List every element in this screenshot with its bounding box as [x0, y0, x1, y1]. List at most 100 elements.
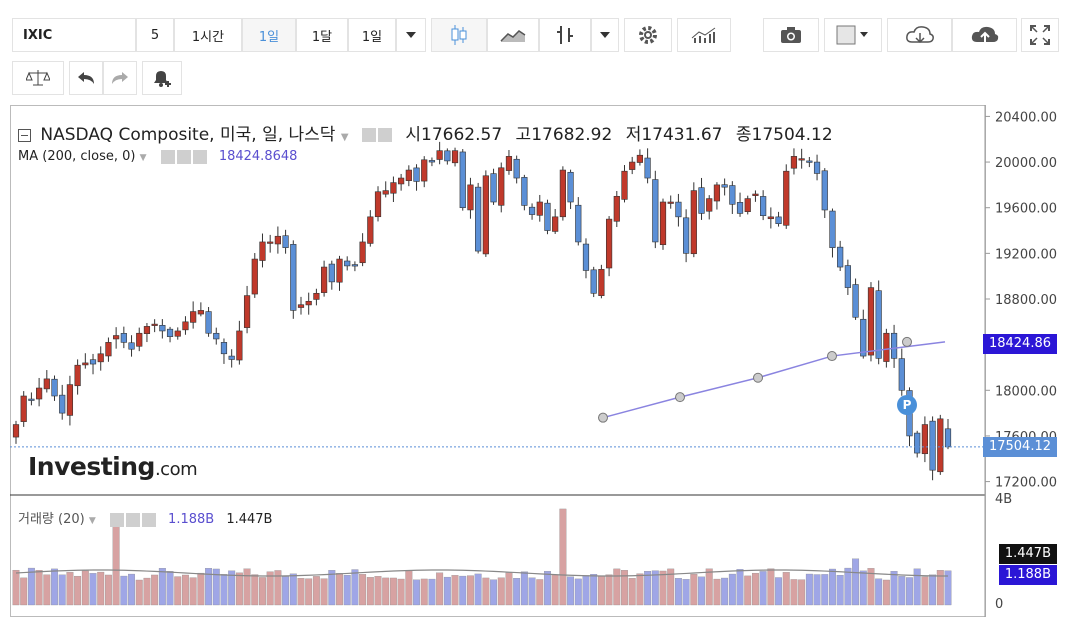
- volume-bar: [659, 570, 667, 606]
- chart-type-dropdown-button[interactable]: [591, 18, 619, 52]
- candle-body: [613, 195, 620, 222]
- volume-bar: [266, 571, 274, 606]
- area-chart-button[interactable]: [487, 18, 539, 52]
- interval-1h-button[interactable]: 1시간: [174, 18, 242, 52]
- collapse-icon[interactable]: [18, 128, 31, 142]
- candle-body: [359, 241, 366, 264]
- volume-visibility-icon[interactable]: [109, 512, 124, 527]
- undo-button[interactable]: [69, 61, 103, 95]
- volume-bar: [898, 576, 906, 606]
- candle-body: [744, 198, 751, 212]
- color-picker-button[interactable]: [824, 18, 882, 52]
- volume-bar: [829, 568, 836, 606]
- indicators-button[interactable]: [677, 18, 731, 52]
- screenshot-button[interactable]: [763, 18, 819, 52]
- low-label: 저: [625, 125, 642, 145]
- interval-5-button[interactable]: 5: [136, 18, 174, 52]
- candle-body: [97, 353, 104, 363]
- volume-settings-icon[interactable]: [125, 512, 140, 527]
- candle-body: [20, 395, 27, 422]
- interval-1d-button[interactable]: 1일: [242, 18, 296, 52]
- range-select[interactable]: 1일: [348, 18, 396, 52]
- candle-body: [12, 424, 20, 438]
- volume-bar: [559, 508, 567, 606]
- volume-bar: [936, 570, 944, 606]
- volume-bar: [906, 577, 913, 606]
- volume-bar: [597, 575, 605, 606]
- volume-bar: [844, 567, 852, 606]
- candle-body: [174, 330, 181, 337]
- candle-body: [575, 204, 582, 243]
- volume-bar: [405, 570, 413, 606]
- ma-close-icon[interactable]: [192, 149, 207, 164]
- candle-body: [120, 333, 127, 343]
- gear-icon: [638, 25, 658, 45]
- ma-visibility-icon[interactable]: [160, 149, 175, 164]
- candle-body: [937, 418, 944, 473]
- close-value: 17504.12: [751, 125, 833, 145]
- ma-dropdown-icon[interactable]: ▼: [139, 153, 147, 163]
- y-tick-label: 20400.00: [995, 110, 1057, 125]
- volume-bar: [282, 576, 290, 606]
- symbol-input[interactable]: IXIC: [12, 18, 136, 52]
- volume-dropdown-icon[interactable]: ▼: [88, 516, 96, 526]
- interval-1mo-button[interactable]: 1달: [296, 18, 348, 52]
- candle-body: [729, 185, 736, 205]
- volume-close-icon[interactable]: [141, 512, 156, 527]
- ma-legend: MA (200, close, 0) ▼ 18424.8648: [18, 149, 297, 164]
- candlestick-chart[interactable]: 17200.0017600.0018000.0018400.0018800.00…: [10, 105, 1059, 617]
- candle-body: [837, 246, 844, 268]
- volume-bar: [782, 572, 790, 606]
- volume-bar: [490, 579, 498, 606]
- volume-bar: [798, 579, 806, 606]
- volume-bar: [305, 578, 313, 606]
- volume-bar: [759, 571, 767, 606]
- cloud-upload-button[interactable]: [952, 18, 1017, 52]
- cloud-download-button[interactable]: [887, 18, 952, 52]
- candle-body: [267, 241, 274, 244]
- volume-bar: [836, 575, 844, 606]
- settings-mini-icon[interactable]: [377, 128, 392, 142]
- legend-dropdown-icon[interactable]: ▼: [340, 132, 349, 143]
- interval-1h-label: 1시간: [191, 29, 225, 45]
- candle-body: [451, 150, 459, 164]
- candle-body: [752, 193, 759, 196]
- candle-body: [74, 364, 81, 387]
- volume-bar: [728, 573, 736, 606]
- ma-handle: [675, 392, 685, 403]
- candle-body: [28, 398, 35, 401]
- candle-body: [521, 177, 528, 206]
- ma-label: MA (200, close, 0): [18, 149, 136, 164]
- volume-bar: [104, 574, 112, 606]
- volume-bar: [590, 574, 598, 606]
- fullscreen-button[interactable]: [1021, 18, 1059, 52]
- ma-settings-icon[interactable]: [176, 149, 191, 164]
- redo-button[interactable]: [103, 61, 137, 95]
- volume-bar: [243, 568, 251, 606]
- add-alert-button[interactable]: [142, 61, 182, 95]
- range-dropdown-button[interactable]: [396, 18, 426, 52]
- redo-icon: [111, 71, 129, 85]
- close-price-tag: 17504.12: [982, 437, 1057, 457]
- settings-button[interactable]: [624, 18, 672, 52]
- cloud-upload-icon: [970, 25, 1000, 45]
- interval-1d-label: 1일: [258, 29, 280, 45]
- candle-body: [921, 424, 928, 455]
- compare-button[interactable]: [12, 61, 64, 95]
- volume-bar: [389, 577, 397, 606]
- chart-title: NASDAQ Composite, 미국, 일, 나스닥: [40, 125, 336, 145]
- volume-axis-top-label: 4B: [995, 492, 1013, 507]
- volume-bar: [875, 578, 883, 606]
- chart-container[interactable]: 17200.0017600.0018000.0018400.0018800.00…: [10, 105, 1059, 617]
- candlestick-chart-button[interactable]: [431, 18, 487, 52]
- pivot-marker[interactable]: P: [897, 395, 917, 415]
- volume-bar: [551, 574, 559, 606]
- visibility-icon[interactable]: [361, 128, 376, 142]
- volume-bar: [174, 576, 182, 606]
- volume-tag-2: 1.188B: [998, 565, 1057, 585]
- bar-chart-button[interactable]: [539, 18, 591, 52]
- high-label: 고: [515, 125, 532, 145]
- volume-bar: [259, 577, 266, 606]
- candle-body: [528, 206, 536, 215]
- candle-body: [213, 332, 220, 340]
